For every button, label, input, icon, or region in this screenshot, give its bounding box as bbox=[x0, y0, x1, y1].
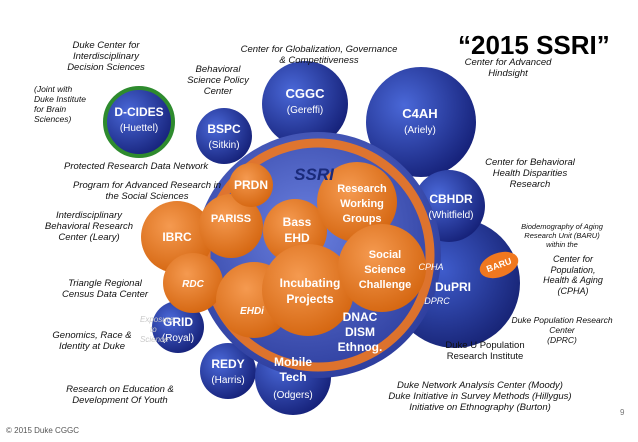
badge-baru bbox=[479, 251, 519, 279]
mobile-line2: Tech bbox=[279, 370, 306, 384]
incub-line1: Incubating bbox=[280, 276, 341, 290]
dupri-name: DuPRI bbox=[435, 280, 471, 294]
bass-line2: EHD bbox=[284, 231, 310, 245]
dupri-cpha: CPHA bbox=[418, 262, 443, 272]
dnac-line1: DNAC bbox=[343, 310, 378, 324]
ssc-line3: Challenge bbox=[359, 279, 412, 291]
copyright-footer: © 2015 Duke CGGC bbox=[6, 426, 80, 435]
cggc-sub: (Gereffi) bbox=[287, 105, 324, 116]
circle-grid bbox=[152, 301, 204, 353]
circle-cggc bbox=[262, 61, 348, 147]
bspc-sub: (Sitkin) bbox=[208, 140, 239, 151]
rwg-line3: Groups bbox=[342, 213, 381, 225]
label-dcides-note: (Joint with Duke Institute for Brain Scienc… bbox=[34, 84, 86, 124]
grid-name: GRID bbox=[163, 315, 193, 329]
label-dnac-full: Duke Network Analysis Center (Moody) Duke… bbox=[388, 380, 572, 413]
label-cpha-full: Center for Population, Health & Aging (CPHA… bbox=[543, 254, 603, 296]
label-dupri-full: Duke U Population Research Institute bbox=[445, 340, 525, 362]
bass-line1: Bass bbox=[283, 215, 312, 229]
dupri-dprc: DPRC bbox=[424, 296, 450, 306]
ibrc-name: IBRC bbox=[162, 230, 192, 244]
redy-name: REDY bbox=[211, 357, 244, 371]
circle-dcides bbox=[103, 86, 175, 158]
label-redy-full: Research on Education & Development Of Yo… bbox=[66, 384, 174, 406]
rwg-line2: Working bbox=[340, 198, 384, 210]
circle-redy bbox=[200, 343, 256, 399]
circle-rwg bbox=[317, 162, 397, 242]
cbhdr-name: CBHDR bbox=[429, 192, 473, 206]
label-ibrc-full: Interdisciplinary Behavioral Research Cent… bbox=[44, 210, 134, 243]
ssc-line1: Social bbox=[369, 249, 401, 261]
pariss-name: PARISS bbox=[211, 213, 251, 225]
label-grid-full: Genomics, Race & Identity at Duke bbox=[52, 330, 132, 352]
label-dprc-full: Duke Population Research Center (DPRC) bbox=[511, 315, 613, 345]
label-pariss-full: Program for Advanced Research in the Soci… bbox=[72, 180, 222, 202]
mobile-sub: (Odgers) bbox=[273, 390, 312, 401]
label-cbhdr-full: Center for Behavioral Health Disparities R… bbox=[485, 157, 575, 190]
dcides-name: D-CIDES bbox=[114, 105, 163, 119]
circle-rdc bbox=[163, 253, 223, 313]
ehdi-name: EHDi bbox=[240, 306, 264, 317]
circle-ssc bbox=[338, 224, 426, 312]
label-dcides-full: Duke Center for Interdisciplinary Decision… bbox=[67, 40, 145, 73]
grid-sub: (Royal) bbox=[162, 333, 194, 344]
circle-pariss bbox=[199, 194, 263, 258]
label-bspc-full: Behavioral Science Policy Center bbox=[187, 64, 249, 97]
label-c4ah-full: Center for Advanced Hindsight bbox=[464, 57, 552, 79]
faint-line1: Exposure bbox=[140, 315, 174, 324]
circle-incub bbox=[262, 244, 354, 336]
c4ah-name: C4AH bbox=[402, 106, 437, 121]
label-prdn-full: Protected Research Data Network bbox=[64, 161, 209, 172]
faint-line3: Science bbox=[140, 335, 169, 344]
cggc-name: CGGC bbox=[286, 86, 326, 101]
incub-line2: Projects bbox=[286, 292, 334, 306]
dnac-line2: DISM bbox=[345, 325, 375, 339]
faint-line2: to bbox=[150, 325, 157, 334]
label-baru-full: Biodemography of Aging Research Unit (BAR… bbox=[521, 222, 603, 249]
label-rdc-full: Triangle Regional Census Data Center bbox=[61, 278, 149, 300]
c4ah-sub: (Ariely) bbox=[404, 125, 436, 136]
prdn-name: PRDN bbox=[234, 178, 268, 192]
page-number: 9 bbox=[620, 408, 625, 417]
bspc-name: BSPC bbox=[207, 122, 241, 136]
ssc-line2: Science bbox=[364, 264, 406, 276]
cbhdr-sub: (Whitfield) bbox=[428, 210, 473, 221]
circle-bspc bbox=[196, 108, 252, 164]
circle-c4ah bbox=[366, 67, 476, 177]
dcides-sub: (Huettel) bbox=[120, 123, 158, 134]
mobile-line1: Mobile bbox=[274, 355, 312, 369]
label-cggc-full: Center for Globalization, Governance & Co… bbox=[240, 44, 398, 66]
rdc-name: RDC bbox=[182, 279, 204, 290]
rwg-line1: Research bbox=[337, 183, 387, 195]
slide-title: “2015 SSRI” bbox=[458, 30, 610, 60]
circle-prdn bbox=[229, 163, 273, 207]
ssri-name: SSRI bbox=[294, 165, 335, 184]
redy-sub: (Harris) bbox=[211, 375, 244, 386]
dnac-line3: Ethnog. bbox=[338, 340, 383, 354]
